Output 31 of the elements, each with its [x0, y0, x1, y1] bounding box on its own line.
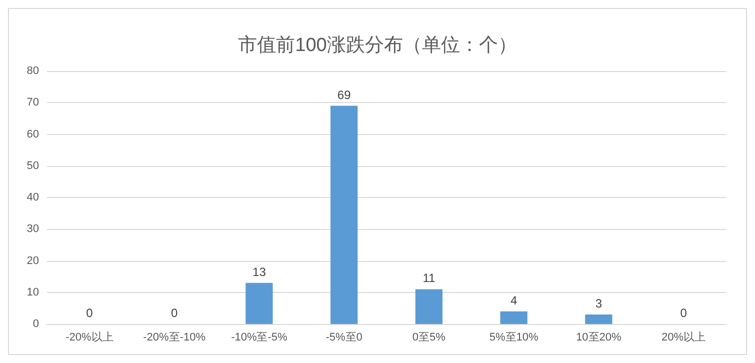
- x-tick-label: -10%至-5%: [231, 332, 288, 344]
- x-tick-label: 20%以上: [662, 330, 706, 344]
- data-label: 3: [595, 296, 602, 311]
- bar: [415, 289, 443, 324]
- y-tick-label: 20: [26, 254, 39, 267]
- y-tick-label: 80: [26, 65, 39, 77]
- y-tick-label: 50: [26, 160, 39, 172]
- x-tick-label: -20%以上: [66, 330, 114, 344]
- data-label: 0: [170, 306, 178, 320]
- data-label: 0: [680, 306, 688, 320]
- data-label: 4: [510, 293, 518, 308]
- bar: [500, 311, 528, 324]
- x-tick-label: -5%至0: [326, 332, 362, 344]
- x-tick-label: 5%至10%: [489, 332, 538, 344]
- x-tick-label: -20%至-10%: [143, 332, 206, 344]
- bar: [585, 314, 612, 324]
- y-tick-label: 30: [26, 223, 39, 236]
- y-tick-label: 70: [26, 96, 39, 109]
- x-tick-label: 0至5%: [412, 332, 446, 344]
- data-label: 69: [337, 88, 352, 102]
- data-label: 13: [252, 264, 266, 279]
- data-label: 11: [422, 271, 436, 286]
- data-label: 0: [86, 306, 94, 320]
- chart-title: 市值前100涨跌分布（单位：个）: [238, 34, 517, 56]
- y-tick-label: 0: [32, 318, 39, 330]
- bar: [330, 106, 358, 324]
- bar: [246, 282, 273, 324]
- y-tick-label: 60: [26, 128, 39, 140]
- x-tick-label: 10至20%: [576, 332, 622, 344]
- y-tick-label: 40: [26, 192, 39, 204]
- y-tick-label: 10: [26, 286, 39, 298]
